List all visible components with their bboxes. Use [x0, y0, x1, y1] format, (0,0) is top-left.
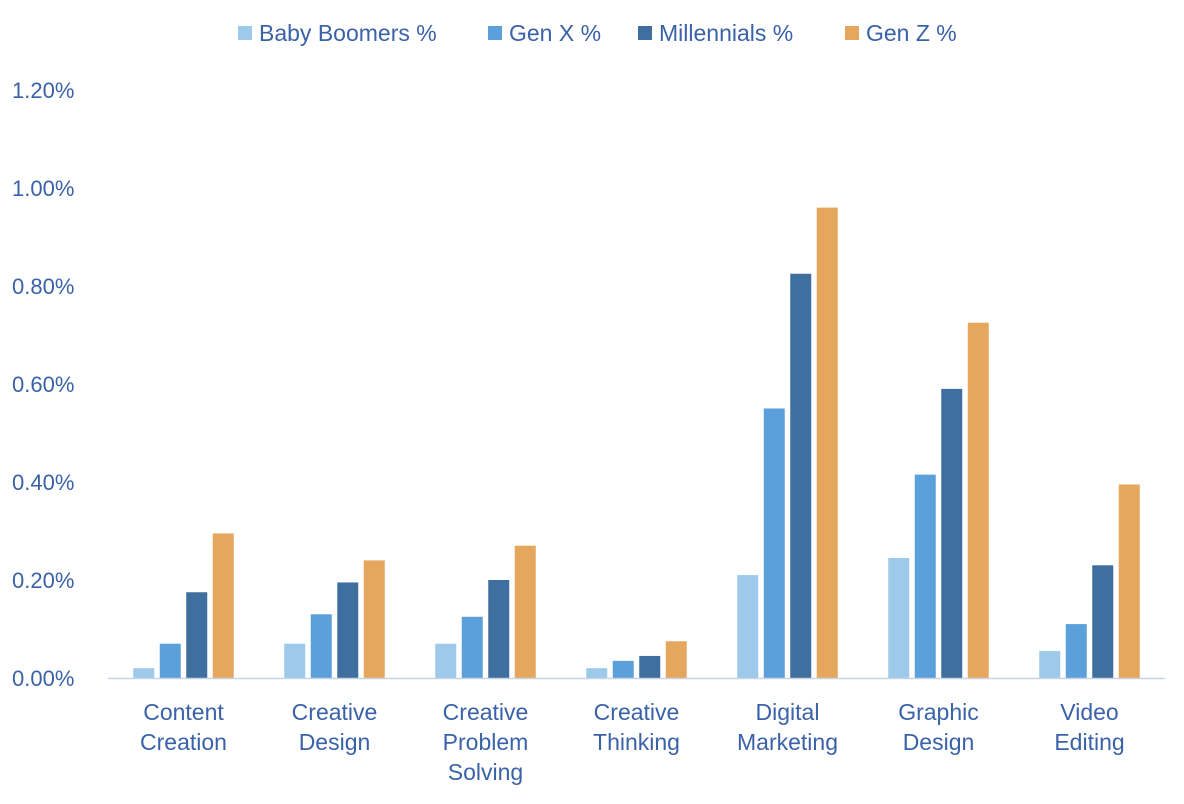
bar — [639, 655, 661, 678]
bar — [159, 643, 181, 678]
bars — [133, 207, 1140, 678]
x-tick-label: Digital — [756, 699, 820, 725]
bar — [363, 560, 385, 678]
bar — [888, 557, 910, 678]
bar — [514, 545, 536, 678]
x-tick-label: Problem — [443, 729, 529, 755]
bar — [1092, 565, 1114, 678]
bar — [310, 614, 332, 678]
bar — [1118, 484, 1140, 678]
x-tick-label: Design — [299, 729, 371, 755]
y-axis: 0.00% 0.20% 0.40% 0.60% 0.80% 1.00% 1.20% — [12, 78, 74, 691]
y-tick-label: 0.60% — [12, 372, 74, 397]
legend-label: Gen X % — [509, 20, 601, 46]
x-tick-label: Creative — [443, 699, 529, 725]
legend-swatch — [488, 26, 502, 40]
x-tick-label: Content — [143, 699, 224, 725]
bar — [941, 388, 963, 678]
legend-swatch — [845, 26, 859, 40]
x-tick-label: Thinking — [593, 729, 680, 755]
x-tick-label: Graphic — [898, 699, 979, 725]
legend-label: Millennials % — [659, 20, 793, 46]
y-tick-label: 1.00% — [12, 176, 74, 201]
y-tick-label: 0.20% — [12, 568, 74, 593]
bar — [816, 207, 838, 678]
legend-swatch — [638, 26, 652, 40]
legend-swatch — [238, 26, 252, 40]
bar — [488, 580, 510, 678]
x-tick-label: Design — [903, 729, 975, 755]
bar — [435, 643, 457, 678]
bar — [284, 643, 306, 678]
bar — [763, 408, 785, 678]
bar — [967, 322, 989, 678]
bar — [1065, 624, 1087, 678]
x-axis: Content Creation Creative Design Creative Pro… — [140, 699, 1125, 785]
x-tick-label: Marketing — [737, 729, 838, 755]
legend-label: Baby Boomers % — [259, 20, 437, 46]
y-tick-label: 0.00% — [12, 666, 74, 691]
x-tick-label: Solving — [448, 759, 523, 785]
y-tick-label: 1.20% — [12, 78, 74, 103]
y-tick-label: 0.80% — [12, 274, 74, 299]
legend: Baby Boomers % Gen X % Millennials % Gen Z … — [238, 20, 957, 46]
bar — [612, 660, 634, 678]
x-tick-label: Creative — [292, 699, 378, 725]
x-tick-label: Creation — [140, 729, 227, 755]
bar — [186, 592, 208, 678]
bar — [337, 582, 359, 678]
bar — [212, 533, 234, 678]
x-tick-label: Editing — [1054, 729, 1124, 755]
bar — [461, 616, 483, 678]
bar — [133, 668, 155, 678]
bar — [790, 273, 812, 678]
legend-label: Gen Z % — [866, 20, 957, 46]
x-tick-label: Video — [1060, 699, 1118, 725]
bar — [586, 668, 608, 678]
bar — [914, 474, 936, 678]
bar — [1039, 651, 1061, 678]
bar — [737, 575, 759, 678]
x-tick-label: Creative — [594, 699, 680, 725]
bar — [665, 641, 687, 678]
y-tick-label: 0.40% — [12, 470, 74, 495]
